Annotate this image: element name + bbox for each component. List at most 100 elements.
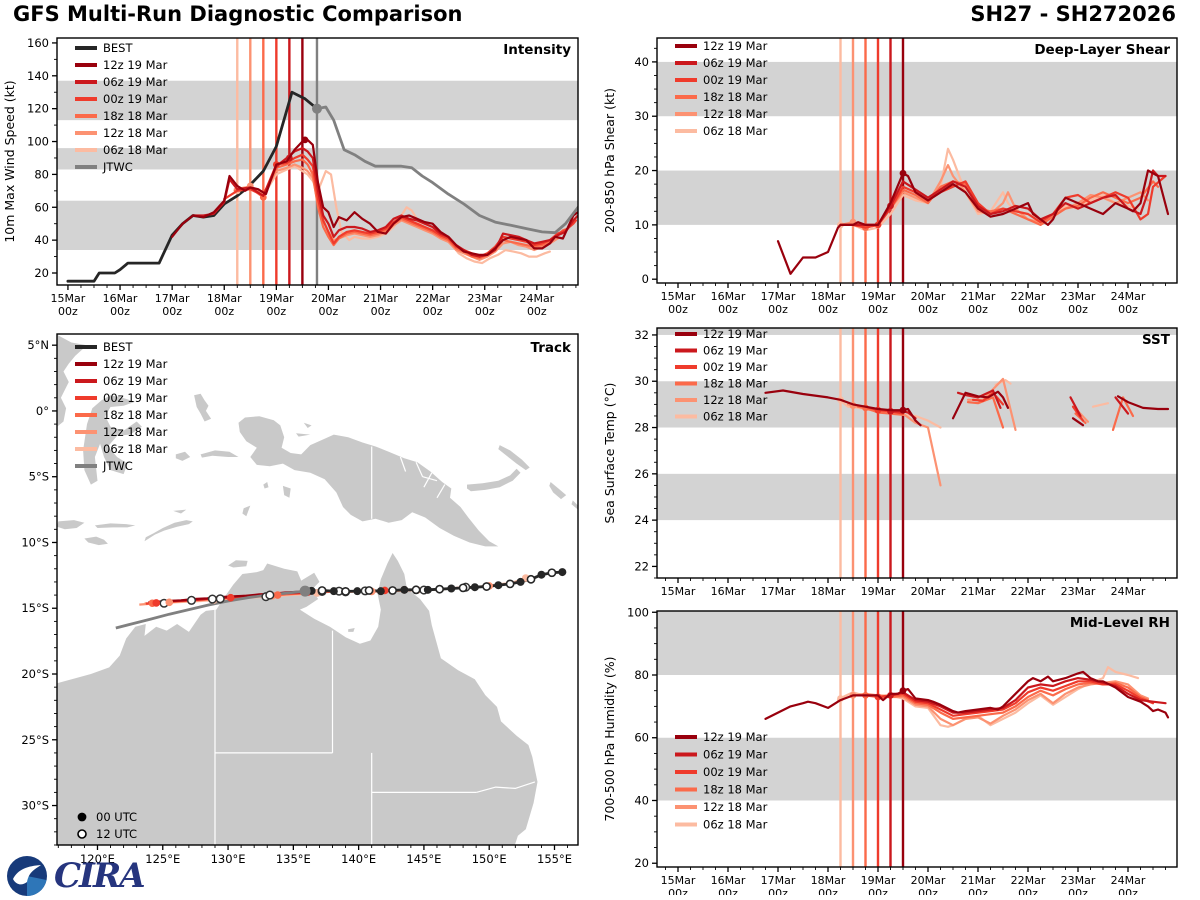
x-tick-label: 20Mar	[311, 292, 346, 305]
sst-series-18z-18-Mar	[1111, 396, 1135, 431]
x-tick-label: 16Mar	[711, 585, 746, 598]
x-tick-label: 17Mar	[761, 585, 796, 598]
sst-series-06z-18-Mar	[1091, 402, 1110, 408]
y-tick-label: 80	[34, 167, 49, 181]
shear-panel-label: Deep-Layer Shear	[1034, 42, 1170, 58]
legend-label: 18z 18 Mar	[103, 408, 168, 422]
sst-series-12z-19-Mar	[764, 389, 922, 427]
legend-label: JTWC	[102, 160, 133, 174]
deep-layer-shear-panel: 15Mar 00z 16Mar 00z 17Mar 00z 18Mar 00z 19Mar 00z…	[600, 30, 1200, 330]
sst-panel: 15Mar00z16Mar00z17Mar00z18Mar00z19Mar00z…	[600, 320, 1200, 611]
x-tick-label: 22Mar	[415, 292, 450, 305]
legend-label: 12z 19 Mar	[103, 357, 168, 371]
x-tick-label: 19Mar	[861, 585, 896, 598]
legend-label: 06z 18 Mar	[703, 818, 768, 832]
x-tick-sublabel: 00z	[1068, 303, 1088, 316]
x-tick-label: 22Mar	[1011, 585, 1046, 598]
mid-level-rh-panel: 15Mar 00z 16Mar 00z 17Mar 00z 18Mar 00z 19Mar 00z…	[600, 600, 1200, 900]
legend-label: 06z 19 Mar	[103, 374, 168, 388]
legend-label: JTWC	[102, 459, 133, 473]
landmass	[282, 485, 291, 498]
landmass	[57, 334, 87, 427]
x-tick-label: 21Mar	[363, 292, 398, 305]
legend-label: 12z 18 Mar	[103, 126, 168, 140]
x-tick-sublabel: 00z	[214, 305, 234, 318]
x-tick-sublabel: 00z	[319, 305, 339, 318]
x-tick-sublabel: 00z	[968, 303, 988, 316]
rh-series-06z-19-Mar	[889, 677, 1167, 714]
rh-plot-area	[657, 611, 1177, 867]
intensity-series-00z-19-Mar	[223, 153, 577, 258]
landmass	[173, 509, 187, 514]
legend: 12z 19 Mar 06z 19 Mar 00z 19 Mar 18z 18 Mar…	[675, 39, 768, 138]
track-map-panel: 120°E 125°E 130°E 135°E 140°E 145°E 150°E 155°E…	[0, 328, 600, 876]
legend-label: 06z 19 Mar	[703, 56, 768, 70]
sst-series-18z-18-Mar	[966, 396, 1005, 429]
legend-label: 12z 19 Mar	[703, 730, 768, 744]
landmass	[200, 450, 239, 458]
y-tick-label: 60	[634, 731, 649, 745]
x-tick-label: 15Mar	[661, 874, 696, 887]
y-tick-label: 160	[27, 36, 49, 50]
shear-plot-area	[657, 38, 1177, 283]
legend: BEST 12z 19 Mar 06z 19 Mar 00z 19 Mar 18z 18…	[75, 340, 168, 473]
lon-tick-label: 130°E	[211, 852, 246, 866]
intensity-ylabel: 10m Max Wind Speed (kt)	[2, 80, 17, 242]
x-tick-sublabel: 00z	[527, 305, 547, 318]
y-tick-label: 22	[634, 559, 649, 573]
x-tick-label: 23Mar	[1061, 874, 1096, 887]
shear-series-12z-19-Mar	[776, 169, 1170, 275]
x-tick-label: 24Mar	[1111, 874, 1146, 887]
y-tick-label: 140	[27, 69, 49, 83]
lon-tick-label: 150°E	[472, 852, 507, 866]
y-tick-label: 30	[634, 109, 649, 123]
x-tick-sublabel: 00z	[918, 303, 938, 316]
landmass	[83, 395, 142, 485]
rh-series-12z-19-Mar	[764, 670, 1170, 720]
intensity-panel: 15Mar 00z 16Mar 00z 17Mar 00z 18Mar 00z 19Mar 00z…	[0, 30, 600, 330]
legend: 12z 19 Mar 06z 19 Mar 00z 19 Mar 18z 18 Mar…	[675, 730, 768, 832]
landmass	[194, 393, 212, 422]
sst-series-06z-19-Mar	[1114, 396, 1130, 415]
landmass	[549, 482, 567, 500]
x-tick-label: 18Mar	[811, 874, 846, 887]
map-lon-axis: 120°E 125°E 130°E 135°E 140°E 145°E 150°E 155°E	[57, 845, 572, 866]
intensity-series-18z-18-Mar	[233, 158, 570, 260]
x-tick-label: 23Mar	[467, 292, 502, 305]
x-tick-label: 20Mar	[911, 585, 946, 598]
lon-tick-label: 145°E	[406, 852, 441, 866]
sst-panel-label: SST	[1142, 332, 1171, 348]
x-tick-sublabel: 00z	[1118, 303, 1138, 316]
legend-label: 18z 18 Mar	[103, 109, 168, 123]
lat-tick-label: 5°N	[27, 338, 49, 352]
x-tick-label: 21Mar	[961, 585, 996, 598]
legend-label: BEST	[103, 340, 133, 354]
x-tick-sublabel: 00z	[162, 305, 182, 318]
lon-tick-label: 125°E	[145, 852, 180, 866]
x-tick-label: 24Mar	[519, 292, 554, 305]
legend-label: 00z 19 Mar	[103, 92, 168, 106]
x-tick-label: 19Mar	[861, 290, 896, 303]
legend-label: 00z 19 Mar	[103, 391, 168, 405]
legend-label: 06z 18 Mar	[103, 442, 168, 456]
x-tick-sublabel: 00z	[371, 305, 391, 318]
landmass	[144, 520, 193, 542]
lat-tick-label: 20°S	[21, 667, 49, 681]
x-tick-label: 23Mar	[1061, 585, 1096, 598]
admin-border	[476, 781, 536, 793]
lon-tick-label: 135°E	[276, 852, 311, 866]
x-tick-label: 15Mar	[51, 292, 86, 305]
map-lat-axis: 5°N 0° 5°S 10°S 15°S 20°S 25°S 30°S	[21, 338, 57, 846]
x-tick-label: 20Mar	[911, 874, 946, 887]
landmass	[467, 468, 521, 492]
x-tick-sublabel: 00z	[58, 305, 78, 318]
x-tick-sublabel: 00z	[868, 887, 888, 895]
x-tick-sublabel: 00z	[1018, 303, 1038, 316]
legend-label: 18z 18 Mar	[703, 90, 768, 104]
landmass	[175, 451, 191, 461]
lat-tick-label: 0°	[36, 404, 49, 418]
landmass	[238, 416, 499, 547]
x-tick-label: 23Mar	[1061, 290, 1096, 303]
lat-tick-label: 10°S	[21, 535, 49, 549]
landmass	[84, 536, 108, 546]
